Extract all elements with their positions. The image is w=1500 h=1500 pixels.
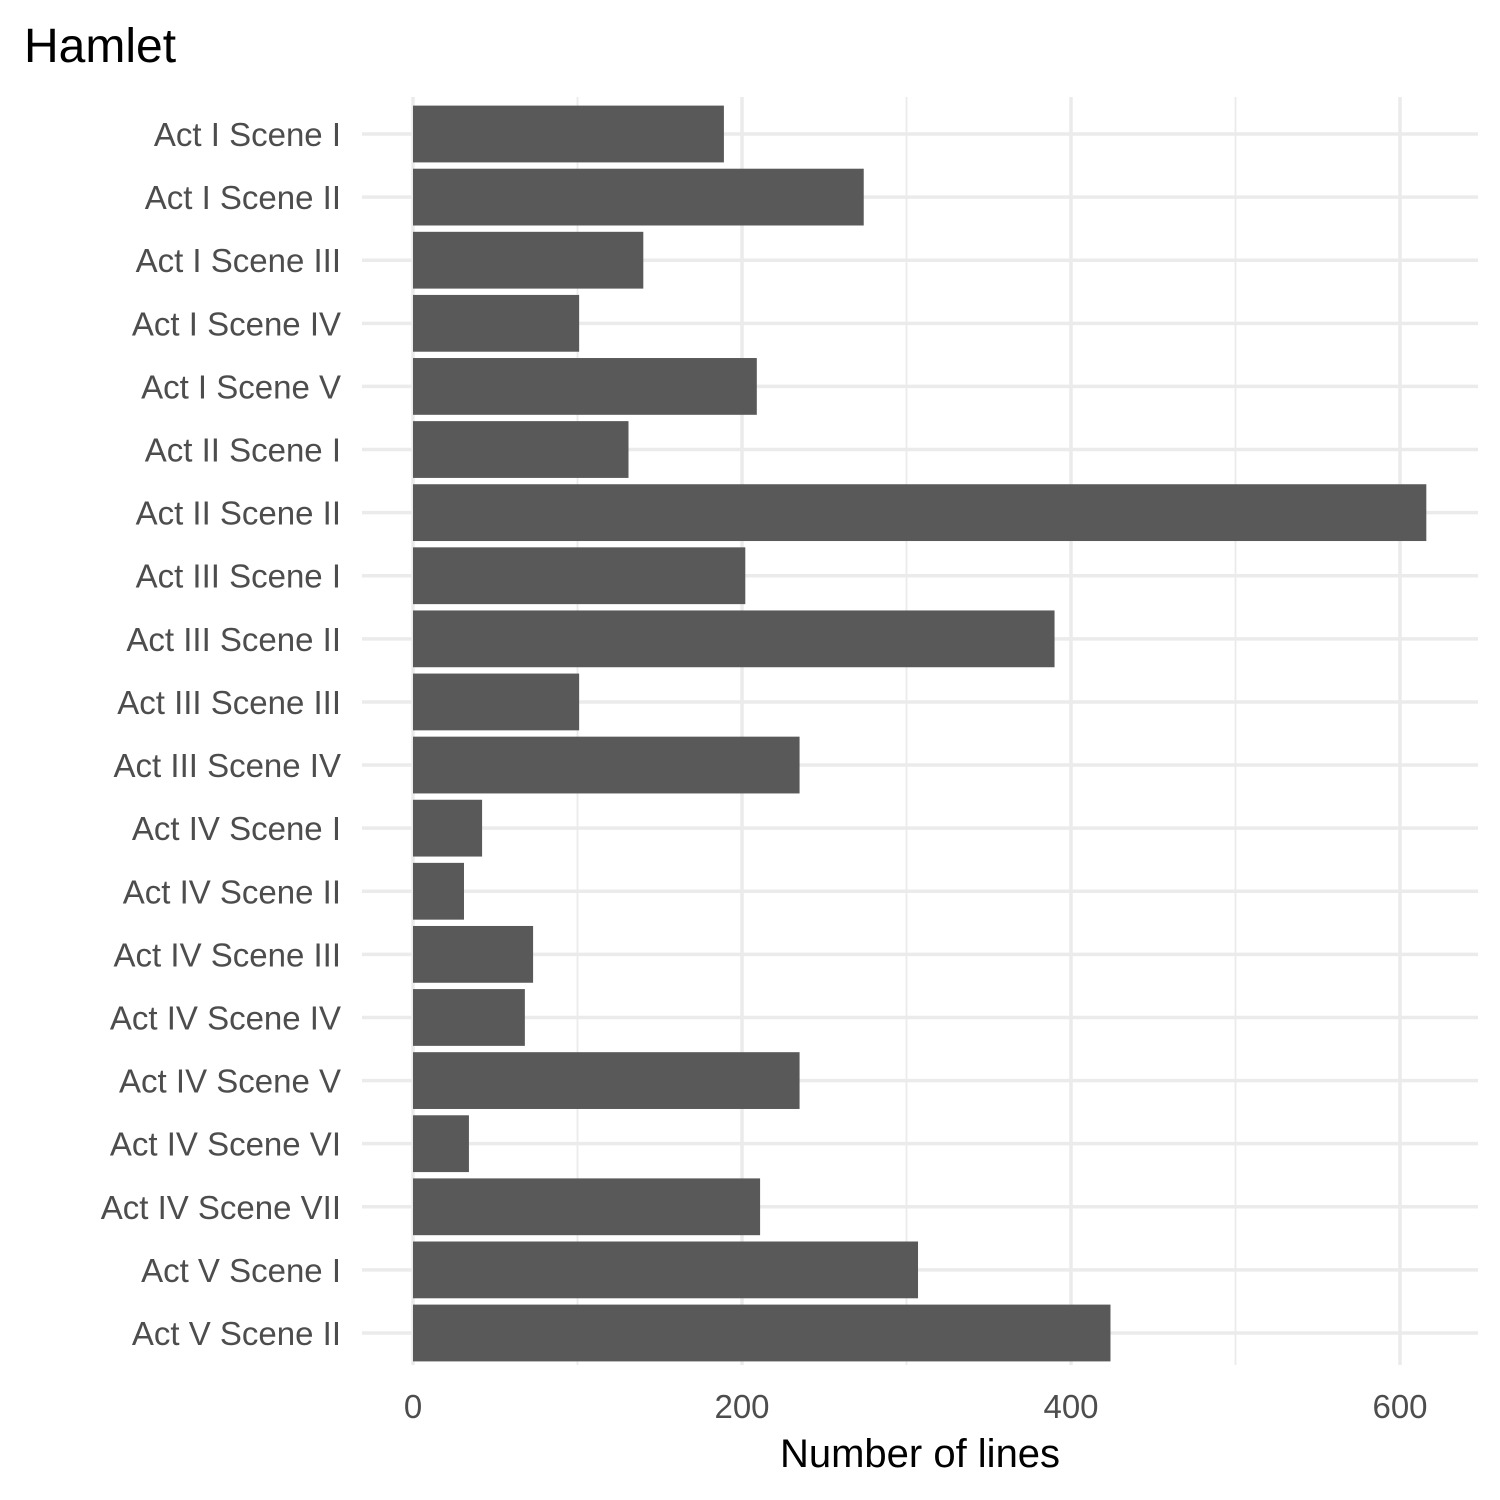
bar [413,358,757,415]
bar [413,1304,1111,1362]
x-tick-label: 400 [1043,1388,1098,1425]
bar [413,610,1055,668]
y-tick-label: Act II Scene I [145,432,341,469]
y-tick-label: Act III Scene IV [114,747,341,784]
y-tick-label: Act I Scene III [136,242,341,279]
chart-title: Hamlet [24,20,176,73]
bar [413,862,464,920]
bar [413,231,644,289]
bar [413,105,724,163]
y-tick-labels: Act I Scene I Act I Scene II Act I Scene I… [101,116,341,1352]
y-tick-label: Act V Scene I [141,1252,341,1289]
y-tick-label: Act IV Scene V [119,1063,341,1100]
x-tick-labels: 0 200 400 600 [404,1388,1428,1425]
y-tick-label: Act I Scene II [145,179,341,216]
y-tick-label: Act IV Scene VI [110,1126,341,1163]
y-tick-label: Act I Scene IV [132,305,341,342]
y-tick-label: Act II Scene II [136,495,341,532]
bar [413,421,629,478]
y-tick-label: Act IV Scene III [114,936,341,973]
y-tick-label: Act III Scene II [126,621,341,658]
y-tick-label: Act IV Scene VII [101,1189,341,1226]
x-tick-label: 0 [404,1388,422,1425]
y-tick-label: Act V Scene II [132,1315,341,1352]
x-axis-label: Number of lines [780,1432,1060,1476]
bar [413,484,1427,542]
y-tick-label: Act IV Scene I [132,810,341,847]
bar [413,1052,800,1109]
y-tick-label: Act III Scene I [136,558,341,595]
y-tick-label: Act III Scene III [117,684,341,721]
bar [413,799,483,857]
x-tick-label: 600 [1372,1388,1427,1425]
bar [413,989,525,1046]
bar [413,1178,761,1236]
bar [413,736,800,794]
bar [413,168,864,226]
y-tick-label: Act I Scene V [141,368,341,405]
x-tick-label: 200 [714,1388,769,1425]
bar [413,294,580,352]
bars [413,105,1427,1362]
bar [413,1115,469,1173]
y-tick-label: Act I Scene I [154,116,341,153]
bar [413,925,534,983]
y-tick-label: Act IV Scene II [123,873,341,910]
bar [413,1241,919,1299]
y-tick-label: Act IV Scene IV [110,999,341,1036]
bar [413,547,746,605]
bar [413,673,580,731]
